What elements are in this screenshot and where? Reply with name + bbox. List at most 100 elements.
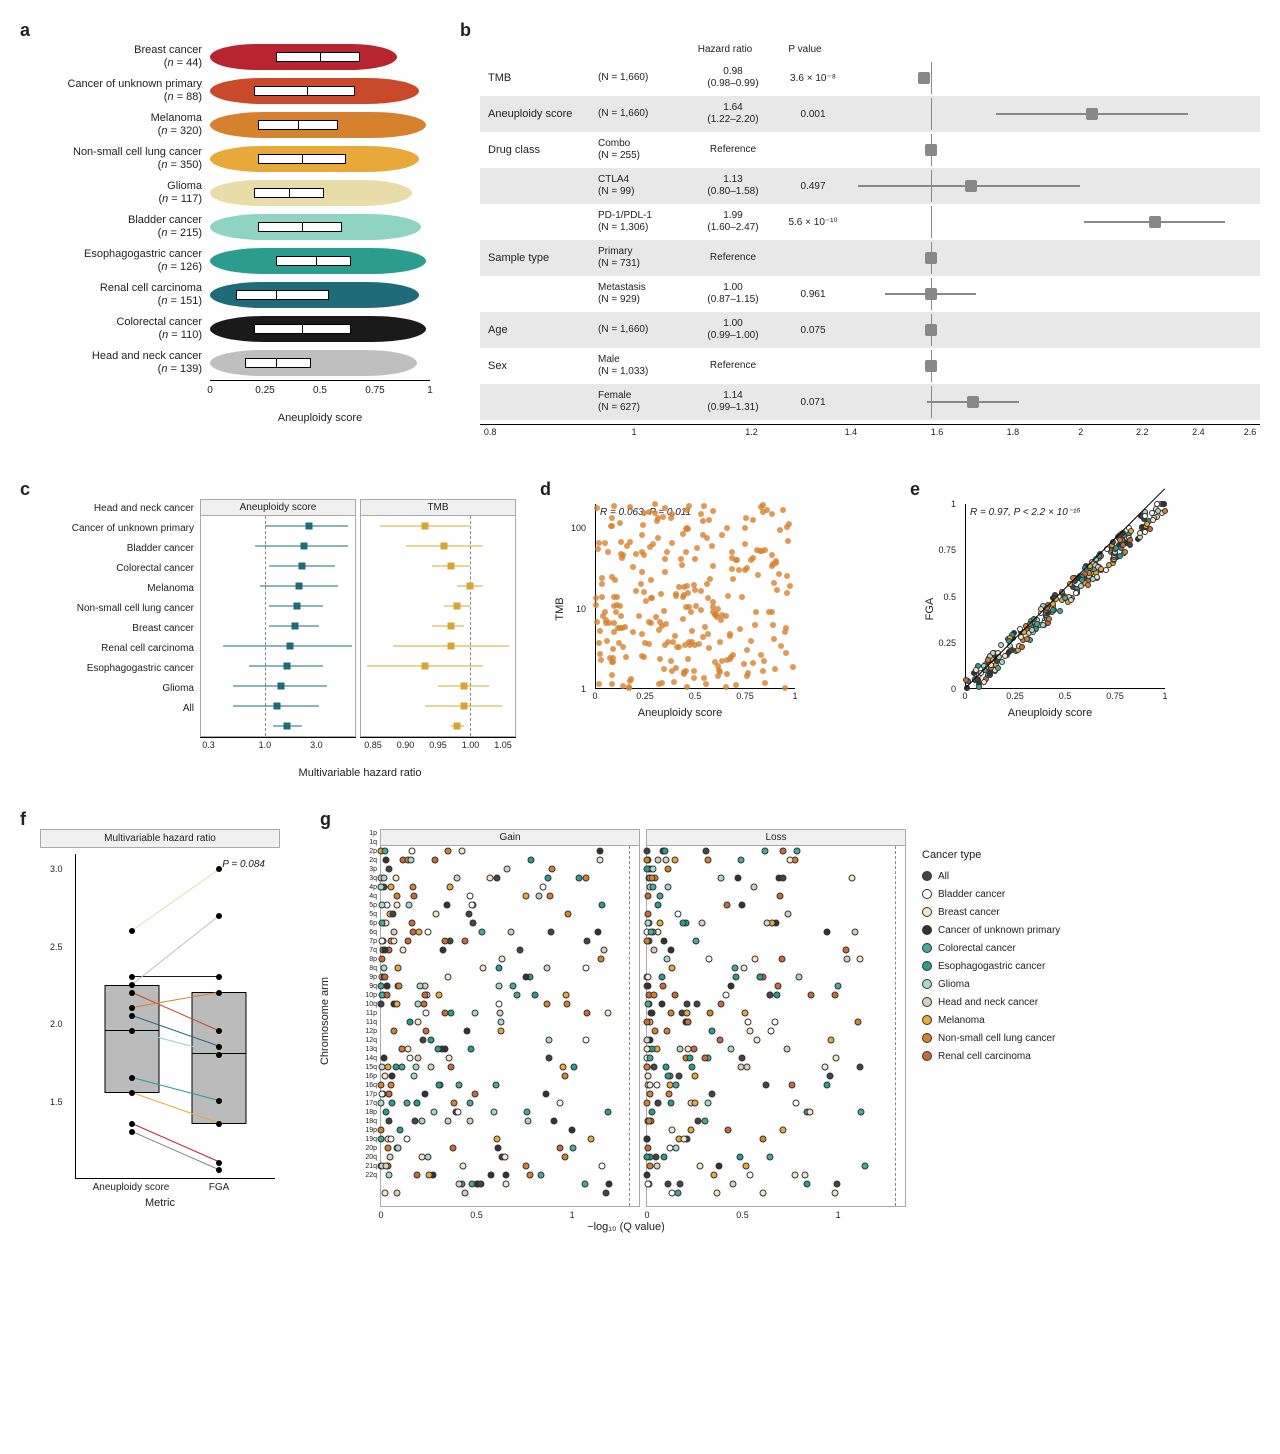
pg-point — [752, 955, 759, 962]
scatter-point — [689, 628, 695, 634]
pg-row — [647, 990, 905, 999]
pg-row — [381, 936, 639, 945]
scatter-point — [999, 659, 1005, 665]
scatter-point — [1150, 517, 1156, 523]
scatter-point — [786, 521, 792, 527]
violin-body — [210, 348, 430, 378]
pg-point — [584, 1009, 591, 1016]
pg-point — [691, 1099, 698, 1106]
pg-point — [672, 1144, 679, 1151]
legend-item: Renal cell carcinoma — [922, 1047, 1060, 1065]
scatter-point — [733, 682, 739, 688]
scatter-point — [627, 539, 633, 545]
pg-point — [508, 928, 515, 935]
panel-d: d R = 0.063, P = 0.011 TMB Aneuploidy sc… — [540, 479, 890, 779]
chrom-arm-label: 17q — [340, 1099, 380, 1108]
scatter-point — [755, 572, 761, 578]
chrom-arm-label: 8q — [340, 964, 380, 973]
scatter-point — [641, 589, 647, 595]
violin-label: Bladder cancer(n = 215) — [40, 214, 210, 240]
scatter-point — [609, 515, 615, 521]
forest-hr: 1.00(0.99–1.00) — [688, 318, 778, 342]
pg-row — [381, 873, 639, 882]
scatter-point — [636, 613, 642, 619]
pg-point — [665, 1072, 672, 1079]
scatter-point — [620, 644, 626, 650]
scatter-point — [1098, 566, 1104, 572]
scatter-point — [784, 573, 790, 579]
scatter-point — [670, 639, 676, 645]
pg-point — [681, 1135, 688, 1142]
pc-row — [201, 516, 355, 536]
scatter-point — [703, 681, 709, 687]
pg-point — [378, 901, 385, 908]
scatter-point — [733, 557, 739, 563]
scatter-point — [1144, 521, 1150, 527]
pg-point — [693, 1000, 700, 1007]
pg-point — [435, 991, 442, 998]
chrom-arm-label: 9q — [340, 982, 380, 991]
pg-point — [803, 1180, 810, 1187]
pg-point — [479, 928, 486, 935]
pg-row — [381, 981, 639, 990]
scatter-point — [724, 525, 730, 531]
pg-point — [788, 1081, 795, 1088]
scatter-point — [701, 503, 707, 509]
scatter-point — [672, 633, 678, 639]
forest-pvalue: 0.071 — [778, 397, 848, 408]
pg-row — [381, 1170, 639, 1179]
scatter-point — [742, 541, 748, 547]
pg-point — [472, 1090, 479, 1097]
pg-point — [793, 1099, 800, 1106]
pg-row — [381, 1179, 639, 1188]
pg-point — [458, 847, 465, 854]
scatter-point — [594, 619, 600, 625]
pg-point — [652, 1027, 659, 1034]
scatter-point — [780, 507, 786, 513]
pg-point — [672, 1081, 679, 1088]
scatter-point — [620, 683, 626, 689]
legend-item: Non-small cell lung cancer — [922, 1029, 1060, 1047]
forest-point — [1086, 108, 1098, 120]
pg-row — [647, 864, 905, 873]
pg-point — [774, 982, 781, 989]
pg-point — [381, 874, 388, 881]
pg-point — [660, 1153, 667, 1160]
scatter-point — [1002, 653, 1008, 659]
forest-hr: 0.98(0.98–0.99) — [688, 66, 778, 90]
scatter-point — [717, 639, 723, 645]
pg-point — [550, 1117, 557, 1124]
pg-point — [665, 1090, 672, 1097]
pg-point — [466, 1099, 473, 1106]
chrom-arm-label: 2p — [340, 847, 380, 856]
pg-point — [570, 1144, 577, 1151]
pg-point — [421, 1000, 428, 1007]
scatter-point — [599, 594, 605, 600]
forest-ref-line — [931, 98, 932, 130]
scatter-point — [1127, 542, 1133, 548]
scatter-point — [710, 508, 716, 514]
pg-point — [378, 1099, 385, 1106]
pg-point — [602, 1189, 609, 1196]
scatter-point — [685, 526, 691, 532]
scatter-point — [727, 631, 733, 637]
legend-label: Melanoma — [938, 1015, 985, 1026]
pg-point — [400, 946, 407, 953]
pg-point — [645, 1000, 652, 1007]
pg-row — [381, 1152, 639, 1161]
pg-point — [393, 1063, 400, 1070]
pg-row — [381, 954, 639, 963]
scatter-point — [641, 654, 647, 660]
pg-point — [716, 1162, 723, 1169]
panel-c-x-title: Multivariable hazard ratio — [200, 767, 520, 779]
pg-point — [702, 847, 709, 854]
scatter-point — [648, 595, 654, 601]
pg-point — [514, 991, 521, 998]
pg-point — [385, 1090, 392, 1097]
pg-point — [644, 1153, 651, 1160]
pg-point — [392, 874, 399, 881]
pg-row — [647, 1098, 905, 1107]
pg-point — [385, 865, 392, 872]
pg-point — [582, 1180, 589, 1187]
legend-title: Cancer type — [922, 849, 1060, 861]
